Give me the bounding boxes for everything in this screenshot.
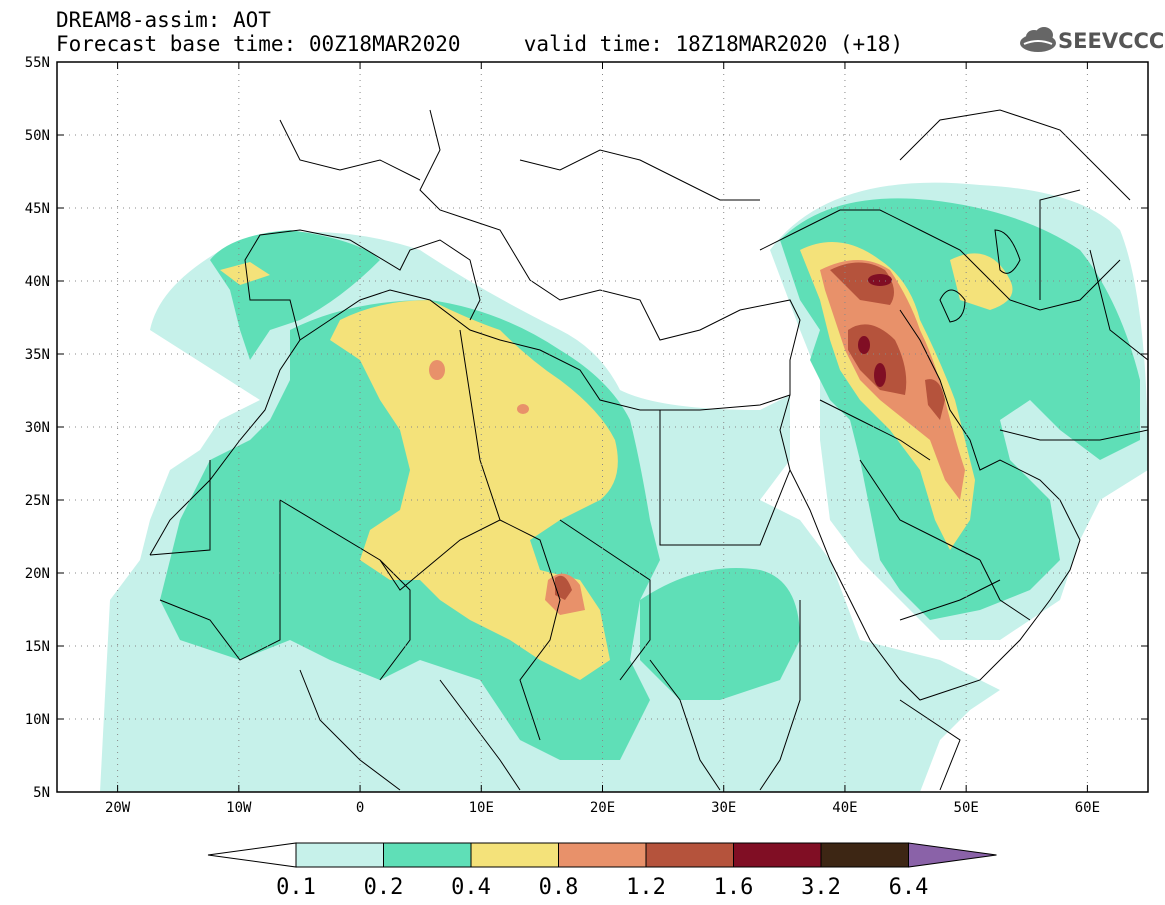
- legend-label: 0.4: [451, 875, 491, 900]
- legend-label: 0.1: [276, 875, 316, 900]
- y-tick-label: 35N: [25, 347, 50, 363]
- x-tick-label: 10E: [469, 800, 494, 816]
- x-tick-label: 30E: [711, 800, 736, 816]
- legend-arrow-high: [908, 842, 997, 868]
- y-tick-label: 50N: [25, 128, 50, 144]
- legend-swatch: [383, 842, 472, 868]
- y-tick-label: 25N: [25, 493, 50, 509]
- chart-title: DREAM8-assim: AOT: [56, 8, 271, 32]
- x-tick-label: 50E: [954, 800, 979, 816]
- x-tick-label: 60E: [1075, 800, 1100, 816]
- x-tick-label: 20E: [590, 800, 615, 816]
- x-tick-label: 20W: [105, 800, 131, 816]
- forecast-times: Forecast base time: 00Z18MAR2020 valid t…: [56, 32, 904, 56]
- color-legend: 0.1 0.2 0.4 0.8 1.2 1.6 3.2 6.4: [207, 842, 997, 900]
- coastlines: [149, 109, 1148, 791]
- y-tick-label: 45N: [25, 201, 50, 217]
- legend-label: 1.6: [714, 875, 754, 900]
- axis-ticks: 20W 10W 0 10E 20E 30E 40E 50E 60E 55N 50N 45N 40N 35N…: [25, 55, 1148, 816]
- legend-swatch: [733, 842, 822, 868]
- x-tick-label: 40E: [832, 800, 857, 816]
- legend-swatch: [820, 842, 909, 868]
- legend-swatch: [470, 842, 559, 868]
- legend-label: 6.4: [889, 875, 929, 900]
- y-tick-label: 20N: [25, 566, 50, 582]
- logo-text: SEEVCCC: [1058, 29, 1165, 53]
- y-tick-label: 55N: [25, 55, 50, 71]
- legend-arrow-low: [207, 842, 297, 868]
- aot-field: [57, 62, 1148, 792]
- legend-label: 3.2: [801, 875, 841, 900]
- y-tick-label: 5N: [33, 785, 50, 801]
- legend-label: 0.8: [539, 875, 579, 900]
- legend-label: 1.2: [626, 875, 666, 900]
- y-tick-label: 15N: [25, 639, 50, 655]
- legend-swatch: [645, 842, 734, 868]
- x-tick-label: 0: [356, 800, 364, 816]
- y-tick-label: 10N: [25, 712, 50, 728]
- y-tick-label: 30N: [25, 420, 50, 436]
- cloud-icon: [1020, 27, 1056, 52]
- legend-label: 0.2: [364, 875, 404, 900]
- x-tick-label: 10W: [226, 800, 252, 816]
- y-tick-label: 40N: [25, 274, 50, 290]
- legend-swatch: [558, 842, 647, 868]
- aot-level-1.6: [858, 274, 892, 387]
- legend-swatch: [295, 842, 384, 868]
